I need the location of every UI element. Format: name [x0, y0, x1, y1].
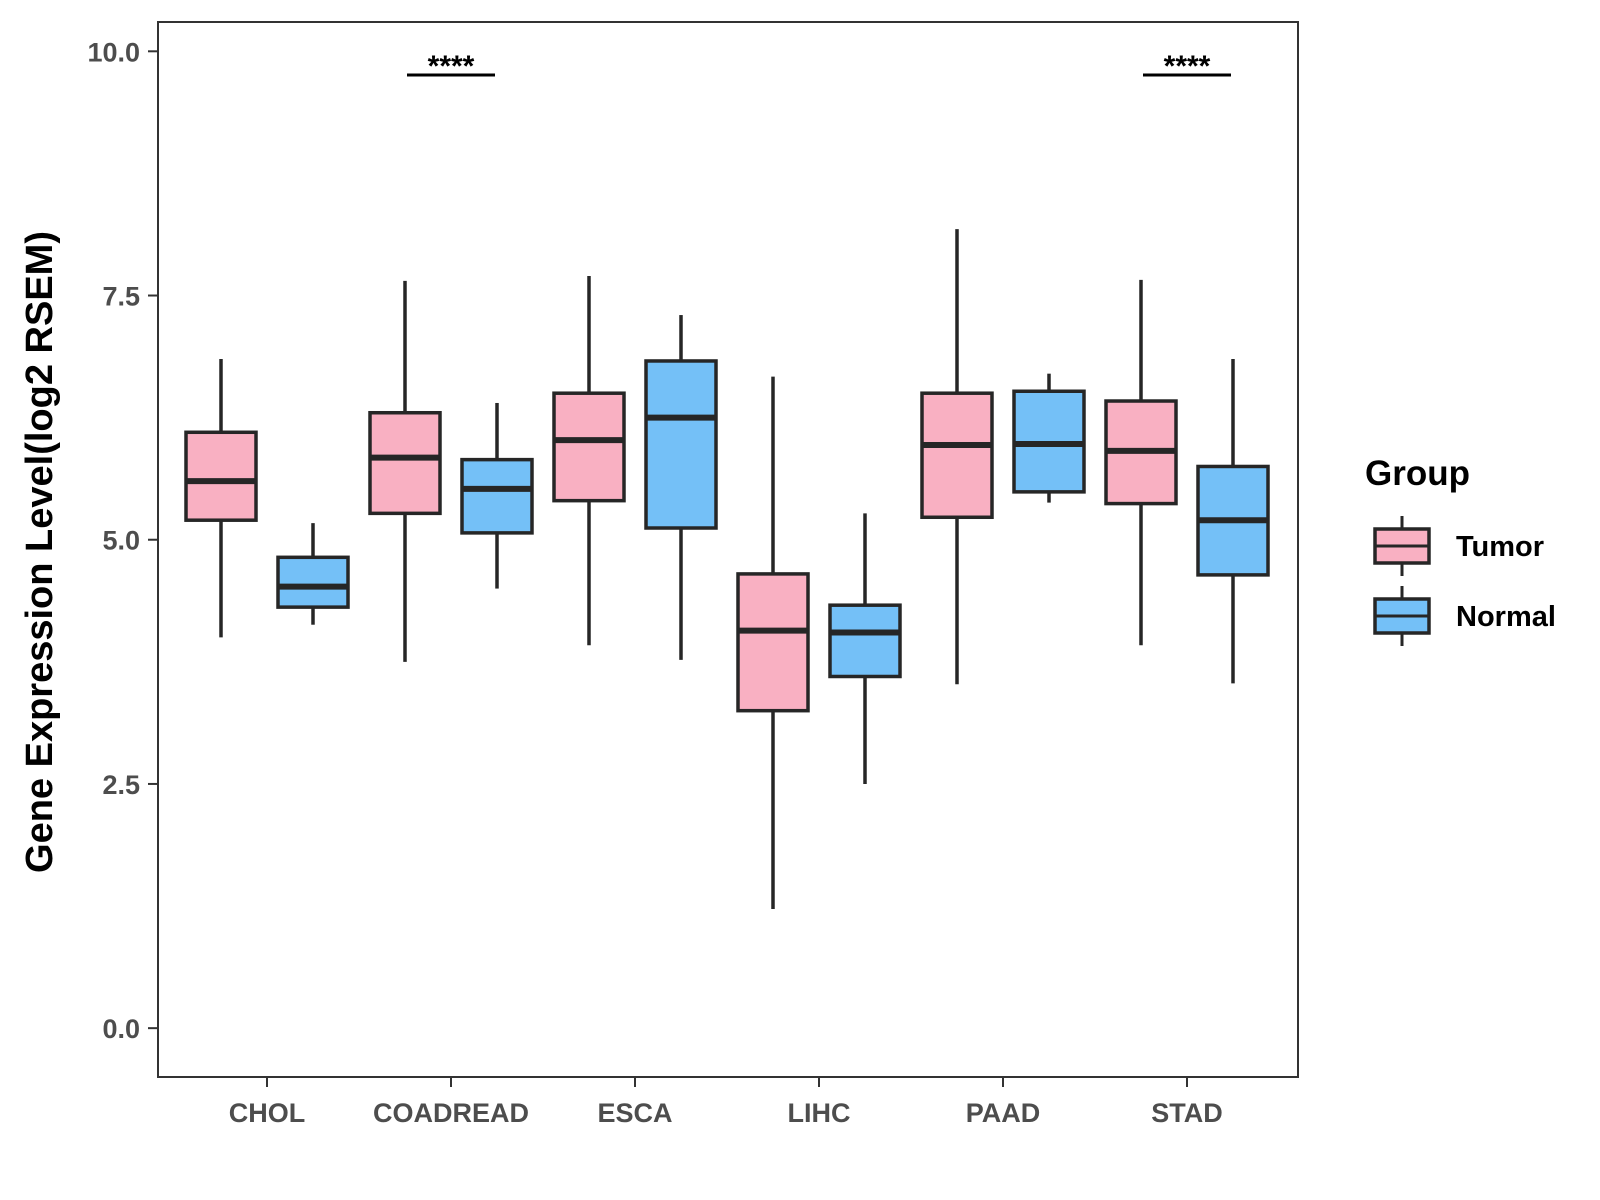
box-normal-lihc: [828, 513, 902, 784]
box-tumor-lihc: [736, 376, 810, 909]
box-normal-stad: [1196, 359, 1270, 684]
x-tick-label: ESCA: [597, 1098, 672, 1128]
box-tumor-chol: [184, 359, 258, 638]
y-axis: 0.0 2.5 5.0 7.5 10.0: [87, 37, 158, 1044]
legend: Group Tumor Normal: [1365, 454, 1556, 646]
box-tumor-esca: [552, 275, 626, 646]
box-body: [920, 391, 994, 520]
legend-label: Tumor: [1456, 531, 1544, 563]
y-tick-label: 5.0: [102, 526, 140, 556]
box-body: [276, 555, 350, 609]
box-tumor-coadread: [368, 280, 442, 662]
box-body: [184, 430, 258, 522]
significance-annotations: **** ****: [407, 50, 1231, 83]
x-tick-label: CHOL: [229, 1098, 306, 1128]
boxes-layer: [184, 229, 1270, 909]
legend-item-normal: Normal: [1373, 586, 1556, 646]
x-tick-label: PAAD: [966, 1098, 1041, 1128]
x-axis: CHOL COADREAD ESCA LIHC PAAD STAD: [229, 1077, 1223, 1128]
box-tumor-paad: [920, 229, 994, 685]
box-normal-paad: [1012, 373, 1086, 503]
box-body: [828, 603, 902, 679]
y-tick-label: 2.5: [102, 770, 140, 800]
box-body: [368, 410, 442, 516]
y-axis-title: Gene Expression Level(log2 RSEM): [19, 231, 61, 873]
box-normal-esca: [644, 315, 718, 660]
box-normal-chol: [276, 523, 350, 625]
x-tick-label: COADREAD: [373, 1098, 529, 1128]
y-tick-label: 7.5: [102, 282, 140, 312]
y-tick-label: 10.0: [87, 37, 140, 67]
box-body: [644, 359, 718, 530]
box-tumor-stad: [1104, 279, 1178, 646]
box-body: [460, 457, 534, 535]
significance-label: ****: [1164, 50, 1211, 83]
x-tick-label: STAD: [1151, 1098, 1223, 1128]
y-tick-label: 0.0: [102, 1014, 140, 1044]
legend-label: Normal: [1456, 601, 1556, 633]
legend-item-tumor: Tumor: [1373, 516, 1544, 576]
plot-panel-border: [157, 21, 1299, 1078]
significance-label: ****: [428, 50, 475, 83]
x-tick-label: LIHC: [788, 1098, 851, 1128]
box-body: [736, 572, 810, 713]
box-body: [552, 391, 626, 503]
box-normal-coadread: [460, 402, 534, 589]
legend-title: Group: [1365, 454, 1470, 493]
